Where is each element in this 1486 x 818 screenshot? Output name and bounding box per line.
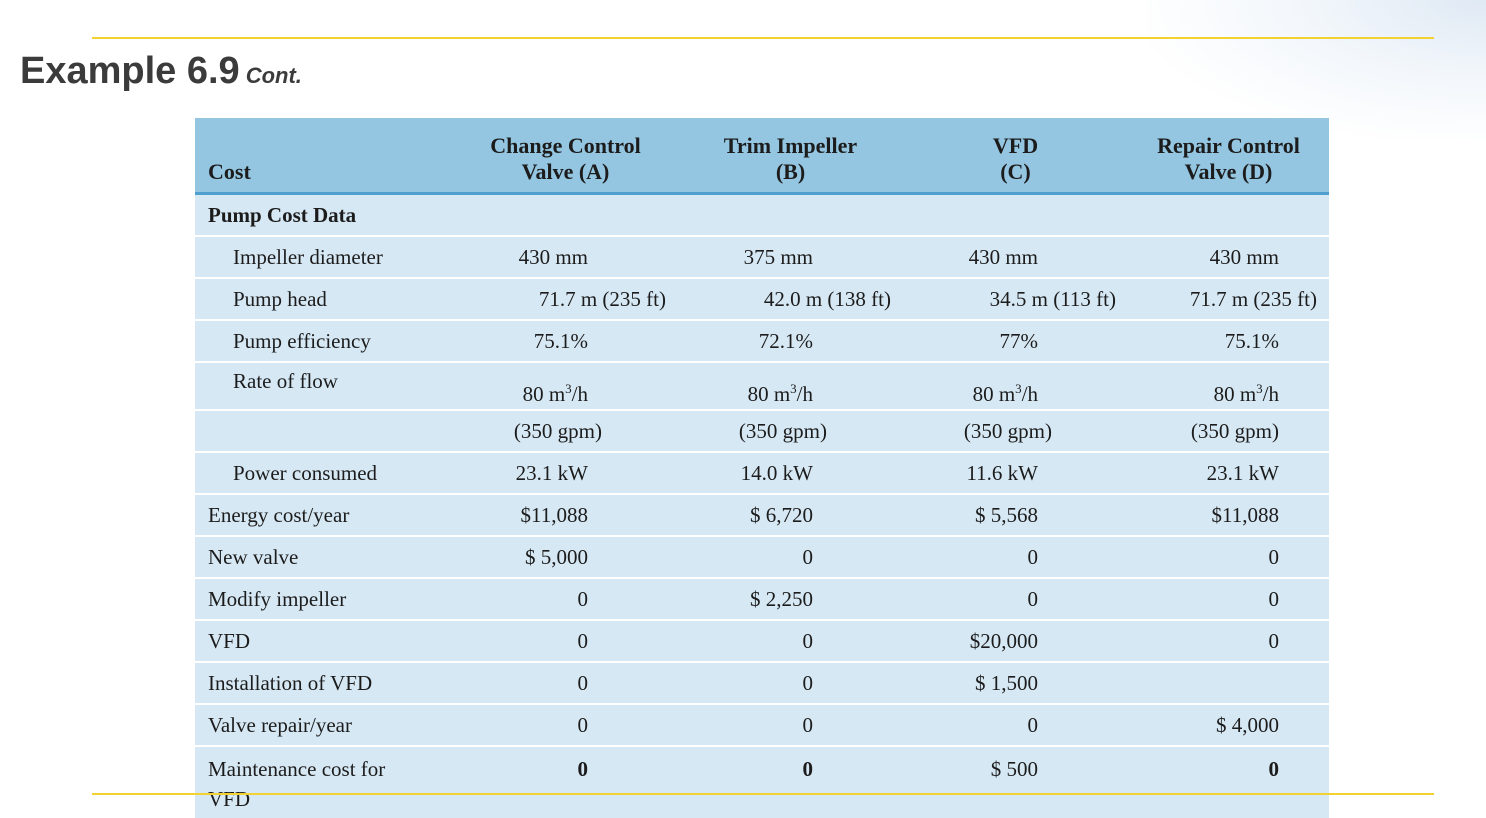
section-row: Pump Cost Data: [195, 195, 1329, 235]
cell: 0: [453, 577, 678, 619]
cell: 375 mm: [678, 235, 903, 277]
cell: 11.6 kW: [903, 451, 1128, 493]
cell: $ 500: [903, 745, 1128, 818]
cell: [1128, 661, 1329, 703]
slide-title-subtitle: Cont.: [245, 63, 302, 88]
row-label: Rate of flow: [195, 361, 453, 409]
cell: 430 mm: [903, 235, 1128, 277]
cell: $ 5,568: [903, 493, 1128, 535]
cell: $ 5,000: [453, 535, 678, 577]
row-label: Valve repair/year: [195, 703, 453, 745]
cell: $11,088: [1128, 493, 1329, 535]
cell: 0: [1128, 577, 1329, 619]
cell: (350 gpm): [678, 409, 903, 451]
row-label: Power consumed: [195, 451, 453, 493]
cell: 0: [453, 661, 678, 703]
table-row: VFD 0 0 $20,000 0: [195, 619, 1329, 661]
header-option-b: Trim Impeller (B): [678, 118, 903, 195]
cell: 0: [903, 535, 1128, 577]
cell: (350 gpm): [453, 409, 678, 451]
table-row: Energy cost/year $11,088 $ 6,720 $ 5,568…: [195, 493, 1329, 535]
cell: 0: [1128, 619, 1329, 661]
row-label: Impeller diameter: [195, 235, 453, 277]
header-option-c: VFD (C): [903, 118, 1128, 195]
cell: $ 6,720: [678, 493, 903, 535]
section-label: Pump Cost Data: [195, 195, 453, 235]
cell: 0: [1128, 745, 1329, 818]
slide-title-main: Example 6.9: [20, 50, 240, 92]
cell: 71.7 m (235 ft): [453, 277, 678, 319]
table-row: Power consumed 23.1 kW 14.0 kW 11.6 kW 2…: [195, 451, 1329, 493]
cell: 0: [678, 619, 903, 661]
top-accent-rule: [92, 37, 1434, 39]
cell: 0: [903, 703, 1128, 745]
corner-decoration: [1146, 0, 1486, 140]
table-header-row: Cost Change Control Valve (A) Trim Impell…: [195, 118, 1329, 195]
row-label: Pump head: [195, 277, 453, 319]
cell: 75.1%: [1128, 319, 1329, 361]
table-row: Pump efficiency 75.1% 72.1% 77% 75.1%: [195, 319, 1329, 361]
cell: $11,088: [453, 493, 678, 535]
cell: 42.0 m (138 ft): [678, 277, 903, 319]
cell: 0: [678, 661, 903, 703]
cell: (350 gpm): [1128, 409, 1329, 451]
row-label: [195, 409, 453, 451]
header-option-a: Change Control Valve (A): [453, 118, 678, 195]
row-label: Installation of VFD: [195, 661, 453, 703]
row-label: New valve: [195, 535, 453, 577]
row-label: Modify impeller: [195, 577, 453, 619]
cell: 72.1%: [678, 319, 903, 361]
pump-cost-table: Cost Change Control Valve (A) Trim Impell…: [195, 118, 1329, 818]
slide-title: Example 6.9 Cont.: [20, 50, 302, 93]
cell: 0: [678, 745, 903, 818]
table-row: New valve $ 5,000 0 0 0: [195, 535, 1329, 577]
cell: 0: [678, 535, 903, 577]
row-label: VFD: [195, 619, 453, 661]
cell: 0: [453, 745, 678, 818]
table-row: Impeller diameter 430 mm 375 mm 430 mm 4…: [195, 235, 1329, 277]
cell: 0: [453, 619, 678, 661]
cell: (350 gpm): [903, 409, 1128, 451]
cell: 23.1 kW: [1128, 451, 1329, 493]
table-row: (350 gpm) (350 gpm) (350 gpm) (350 gpm): [195, 409, 1329, 451]
cell: 430 mm: [453, 235, 678, 277]
cell: 80 m3/h: [1128, 361, 1329, 409]
header-option-d: Repair Control Valve (D): [1128, 118, 1329, 195]
cell: 80 m3/h: [903, 361, 1128, 409]
cell: 71.7 m (235 ft): [1128, 277, 1329, 319]
cell: 0: [678, 703, 903, 745]
table-row: Valve repair/year 0 0 0 $ 4,000: [195, 703, 1329, 745]
cell: 0: [1128, 535, 1329, 577]
table-row: Rate of flow 80 m3/h 80 m3/h 80 m3/h 80 …: [195, 361, 1329, 409]
row-label: Maintenance cost for VFD: [195, 745, 453, 818]
row-label: Pump efficiency: [195, 319, 453, 361]
cell: $ 2,250: [678, 577, 903, 619]
bottom-accent-rule: [92, 793, 1434, 795]
cell: 77%: [903, 319, 1128, 361]
cell: 80 m3/h: [678, 361, 903, 409]
table-row: Installation of VFD 0 0 $ 1,500: [195, 661, 1329, 703]
cell: 430 mm: [1128, 235, 1329, 277]
cell: 34.5 m (113 ft): [903, 277, 1128, 319]
table-row: Modify impeller 0 $ 2,250 0 0: [195, 577, 1329, 619]
cell: $ 4,000: [1128, 703, 1329, 745]
cell: 0: [453, 703, 678, 745]
cell: 80 m3/h: [453, 361, 678, 409]
cell: 0: [903, 577, 1128, 619]
header-cost: Cost: [195, 118, 453, 195]
cell: $ 1,500: [903, 661, 1128, 703]
cell: 23.1 kW: [453, 451, 678, 493]
cell: 75.1%: [453, 319, 678, 361]
cell: $20,000: [903, 619, 1128, 661]
table-row: Pump head 71.7 m (235 ft) 42.0 m (138 ft…: [195, 277, 1329, 319]
row-label: Energy cost/year: [195, 493, 453, 535]
cell: 14.0 kW: [678, 451, 903, 493]
table-row: Maintenance cost for VFD 0 0 $ 500 0: [195, 745, 1329, 818]
